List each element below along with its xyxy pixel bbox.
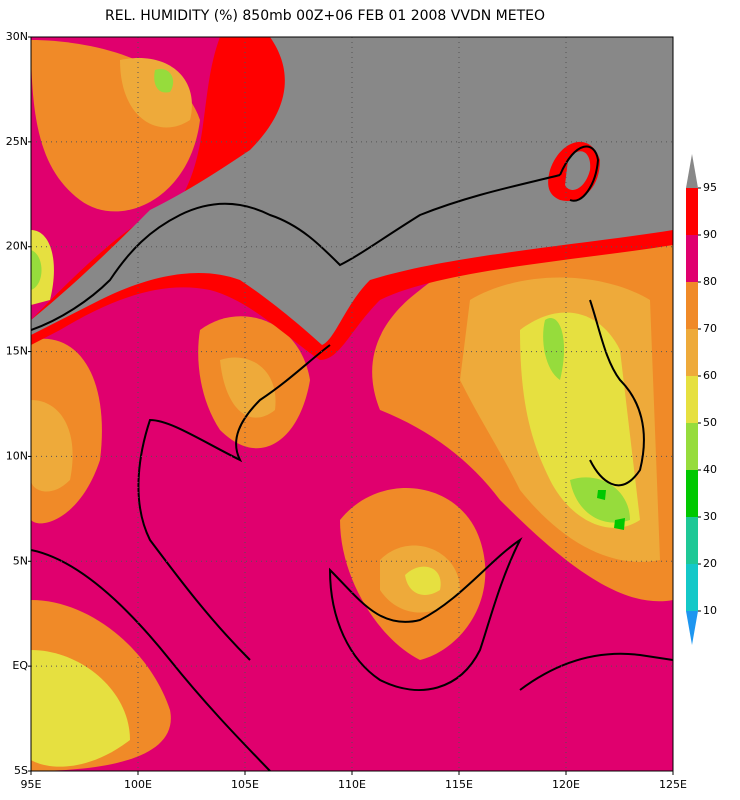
title: REL. HUMIDITY (%) 850mb 00Z+06 FEB 01 20… bbox=[105, 8, 545, 24]
lon-label: 125E bbox=[659, 778, 687, 791]
legend-label: 30 bbox=[703, 510, 717, 523]
lon-label: 100E bbox=[124, 778, 152, 791]
lon-label: 95E bbox=[21, 778, 42, 791]
legend-under-triangle bbox=[686, 611, 698, 645]
lat-label: 5N bbox=[13, 554, 28, 567]
legend-label: 95 bbox=[703, 181, 717, 194]
legend-label: 50 bbox=[703, 416, 717, 429]
color-legend: 95 90 80 70 60 50 40 30 20 10 bbox=[686, 154, 717, 645]
legend-swatch bbox=[686, 470, 698, 517]
humidity-field bbox=[31, 37, 673, 771]
graticule bbox=[31, 37, 673, 771]
legend-swatch bbox=[686, 517, 698, 564]
legend-swatch bbox=[686, 235, 698, 282]
legend-over-triangle bbox=[686, 154, 698, 188]
lat-label: 10N bbox=[6, 449, 28, 462]
legend-label: 20 bbox=[703, 557, 717, 570]
legend-label: 10 bbox=[703, 604, 717, 617]
legend-swatch bbox=[686, 188, 698, 235]
lat-label: 25N bbox=[6, 135, 28, 148]
lat-label: EQ bbox=[12, 659, 28, 672]
legend-swatch bbox=[686, 282, 698, 329]
legend-label: 70 bbox=[703, 322, 717, 335]
lon-label: 110E bbox=[338, 778, 366, 791]
legend-swatch bbox=[686, 329, 698, 376]
legend-swatch bbox=[686, 423, 698, 470]
legend-label: 90 bbox=[703, 228, 717, 241]
legend-label: 80 bbox=[703, 275, 717, 288]
legend-swatch bbox=[686, 376, 698, 423]
lat-label: 30N bbox=[6, 30, 28, 43]
lat-label: 15N bbox=[6, 345, 28, 358]
legend-label: 60 bbox=[703, 369, 717, 382]
lat-label: 20N bbox=[6, 240, 28, 253]
lon-label: 120E bbox=[552, 778, 580, 791]
lat-label: 5S bbox=[14, 764, 28, 777]
legend-label: 40 bbox=[703, 463, 717, 476]
lon-label: 105E bbox=[231, 778, 259, 791]
lon-label: 115E bbox=[445, 778, 473, 791]
legend-swatch bbox=[686, 564, 698, 611]
